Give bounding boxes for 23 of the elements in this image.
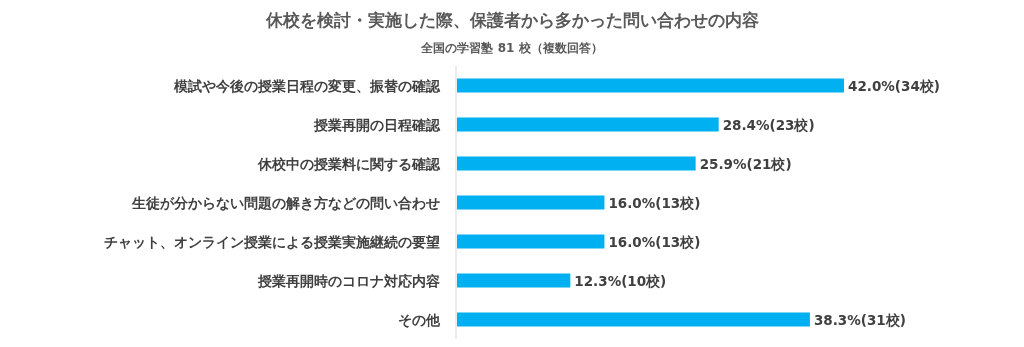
data-label: 28.4%(23校) (722, 116, 815, 133)
data-label: 16.0%(13校) (608, 194, 701, 211)
y-tick-label: 休校中の授業料に関する確認 (257, 155, 441, 172)
y-tick-label: その他 (398, 311, 441, 328)
y-tick-label: 授業再開時のコロナ対応内容 (257, 272, 440, 289)
bar (457, 273, 571, 288)
bar (457, 156, 696, 171)
data-label: 12.3%(10校) (574, 272, 667, 289)
data-label: 42.0%(34校) (848, 77, 940, 94)
y-tick-label: チャット、オンライン授業による授業実施継続の要望 (104, 233, 440, 250)
bar (457, 312, 810, 327)
y-tick-label: 生徒が分からない問題の解き方などの問い合わせ (131, 194, 440, 211)
y-tick-label: 模試や今後の授業日程の変更、振替の確認 (173, 77, 441, 94)
bar (457, 195, 605, 210)
bar (457, 78, 844, 93)
chart-subtitle: 全国の学習塾 81 校（複数回答） (420, 41, 603, 55)
y-tick-label: 授業再開の日程確認 (313, 116, 441, 133)
data-label: 25.9%(21校) (699, 155, 792, 172)
bar (457, 234, 605, 249)
chart-title: 休校を検討・実施した際、保護者から多かった問い合わせの内容 (264, 10, 759, 30)
bar (457, 117, 719, 132)
data-label: 38.3%(31校) (813, 311, 906, 328)
data-label: 16.0%(13校) (608, 233, 701, 250)
